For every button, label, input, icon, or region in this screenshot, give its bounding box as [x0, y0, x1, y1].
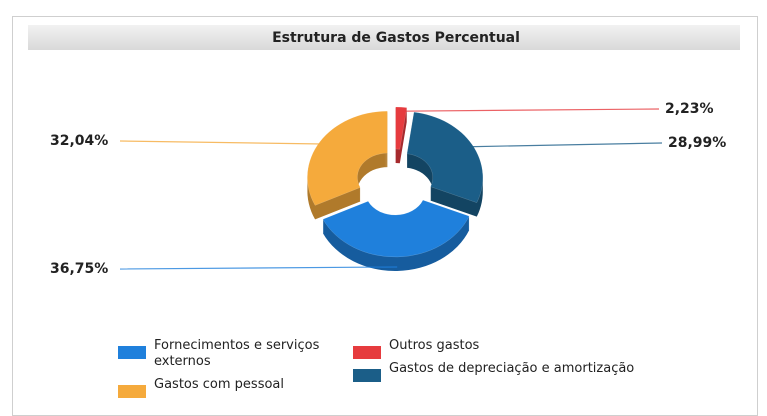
slice-top [307, 110, 388, 206]
chart-title: Estrutura de Gastos Percentual [272, 30, 520, 46]
leader-line [400, 108, 660, 112]
data-label: 36,75% [50, 261, 108, 277]
data-label: 28,99% [668, 135, 726, 151]
title-bar [28, 25, 740, 50]
slice [322, 199, 470, 271]
slice-top [406, 111, 484, 203]
legend-swatch [118, 346, 146, 359]
leader-line [468, 142, 663, 148]
legend-swatch [353, 346, 381, 359]
legend-label: Outros gastos [389, 338, 480, 353]
legend-label: Fornecimentos e serviços externos [154, 338, 320, 369]
legend-label: Gastos de depreciação e amortização [389, 361, 635, 376]
slice-top [395, 106, 408, 150]
leader-line [119, 266, 398, 270]
slice [395, 106, 408, 164]
slice [406, 111, 484, 217]
legend-label: Gastos com pessoal [154, 377, 284, 392]
data-label: 2,23% [665, 101, 714, 117]
slice-top [322, 199, 470, 258]
data-label: 32,04% [50, 133, 108, 149]
leader-line [119, 140, 324, 145]
legend-swatch [118, 385, 146, 398]
slice [307, 110, 388, 220]
legend-swatch [353, 369, 381, 382]
